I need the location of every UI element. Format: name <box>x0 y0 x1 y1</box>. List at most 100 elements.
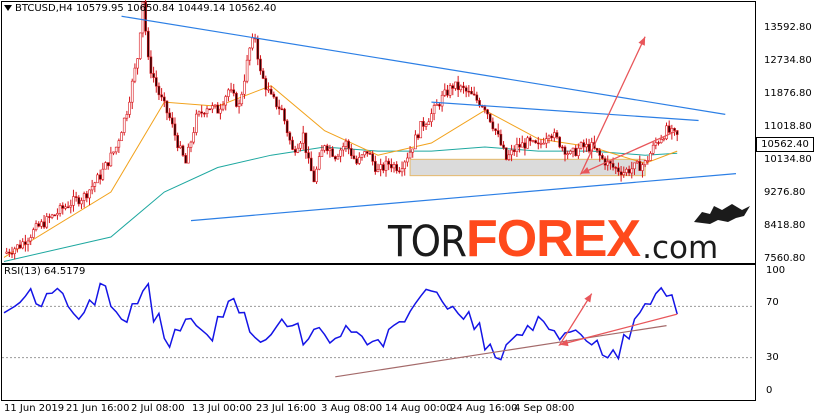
candle-body <box>130 80 134 103</box>
triangle-down-icon[interactable] <box>4 5 12 11</box>
candle-body <box>654 142 658 146</box>
candle-body <box>430 113 433 123</box>
candle-body <box>569 150 572 154</box>
candle-body <box>646 160 650 162</box>
candle-body <box>90 186 94 191</box>
candle-body <box>8 251 11 254</box>
candle-body <box>531 140 535 142</box>
candle-body <box>462 85 465 88</box>
candle-body <box>82 193 86 201</box>
candle-body <box>240 93 244 105</box>
candle-body <box>488 113 492 123</box>
candle-body <box>229 89 233 92</box>
candle-body <box>630 168 634 174</box>
rsi-tick: 30 <box>766 352 779 363</box>
candle-body <box>48 216 51 218</box>
candle-body <box>200 111 203 114</box>
candle-body <box>357 157 361 164</box>
candle-body <box>264 78 268 90</box>
price-tick: 9276.80 <box>764 187 806 198</box>
candle-body <box>534 140 537 144</box>
candle-body <box>120 132 123 142</box>
candle-body <box>122 117 126 133</box>
candle-body <box>387 160 390 165</box>
time-tick: 4 Sep 08:00 <box>514 403 575 414</box>
candle-body <box>275 96 278 108</box>
candle-body <box>470 90 473 95</box>
candle-body <box>13 248 16 255</box>
candle-body <box>539 142 543 145</box>
symbol-ohlc-label: BTCUSD,H4 10579.95 10650.84 10449.14 105… <box>15 3 277 14</box>
watermark-tor: TOR <box>388 217 467 267</box>
candle-body <box>550 135 553 139</box>
candle-body <box>555 132 559 138</box>
candle-body <box>205 108 209 114</box>
candle-body <box>523 142 527 149</box>
candle-body <box>269 88 273 95</box>
candle-body <box>339 149 342 157</box>
candle-body <box>117 140 121 148</box>
candle-body <box>323 145 326 151</box>
candle-body <box>422 121 425 127</box>
candle-body <box>595 147 599 151</box>
candle-body <box>171 117 174 125</box>
candle-body <box>235 92 238 107</box>
candle-body <box>499 133 503 146</box>
price-forecast-arrow-mid-head <box>581 167 591 174</box>
candle-body <box>69 205 73 208</box>
candle-body <box>296 147 300 153</box>
candle-body <box>496 130 500 135</box>
candle-body <box>109 152 113 167</box>
candle-body <box>435 104 439 106</box>
candle-body <box>248 47 252 61</box>
candle-body <box>454 81 457 89</box>
candle-body <box>37 223 41 227</box>
candle-body <box>157 85 161 96</box>
candle-body <box>561 146 564 149</box>
candle-body <box>384 160 388 171</box>
candle-body <box>371 153 374 162</box>
candle-body <box>72 196 75 206</box>
candle-body <box>443 89 447 96</box>
candle-body <box>291 139 294 150</box>
candle-body <box>146 30 150 58</box>
candle-body <box>649 153 652 161</box>
rsi-forecast-arrow <box>558 293 678 346</box>
candle-body <box>227 89 230 97</box>
trendline <box>431 101 699 122</box>
candle-body <box>243 80 246 95</box>
candle-body <box>29 237 33 242</box>
candle-body <box>432 105 436 114</box>
rsi-trendline <box>335 325 667 378</box>
price-chart-panel[interactable] <box>1 1 756 264</box>
candle-body <box>10 253 14 255</box>
candle-body <box>213 104 217 107</box>
candle-body <box>475 94 479 101</box>
candle-body <box>504 147 508 160</box>
candle-body <box>195 113 198 133</box>
candle-body <box>136 58 139 69</box>
price-tick: 8418.80 <box>764 220 806 231</box>
candle-body <box>128 101 131 115</box>
candle-body <box>643 160 647 166</box>
candle-body <box>662 138 666 141</box>
candle-body <box>459 85 463 91</box>
candle-body <box>56 213 59 216</box>
candle-body <box>312 170 316 183</box>
candle-body <box>451 85 455 89</box>
candle-body <box>390 164 393 169</box>
candle-body <box>173 123 177 136</box>
rsi-line <box>3 281 678 361</box>
candle-body <box>101 168 105 180</box>
candle-body <box>408 151 412 159</box>
candle-body <box>376 169 380 172</box>
candle-body <box>360 154 364 158</box>
candle-body <box>651 144 655 154</box>
candle-body <box>582 142 586 148</box>
candle-body <box>507 154 511 160</box>
candle-body <box>203 112 206 115</box>
candle-body <box>579 142 583 149</box>
candle-body <box>585 143 588 148</box>
candle-body <box>665 125 668 140</box>
